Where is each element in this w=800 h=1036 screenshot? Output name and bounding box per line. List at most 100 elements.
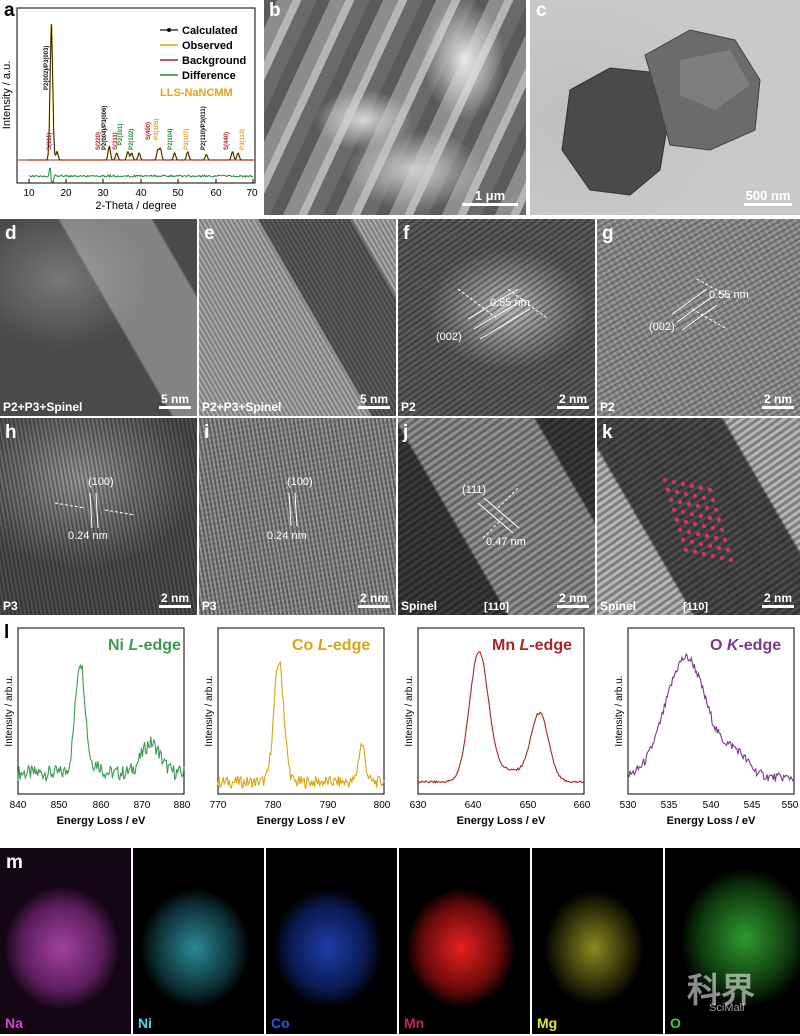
xrd-xtick-30: 30 [97,188,109,199]
eels-co-xtick: 800 [374,800,391,811]
hr-k-scale-label: 2 nm [763,591,792,605]
eels-mn: Mn L-edge Intensity / arb.u. 630 640 650… [404,627,591,827]
xrd-peak-label: P2(101) [118,124,124,145]
atom-marker [710,525,716,531]
atom-marker [674,517,680,523]
hr-d-scale: 5 nm [159,392,191,410]
atom-marker [710,553,716,559]
eds-label-o: O [670,1015,681,1031]
panel-letter-i: i [204,422,210,443]
eels-o-xtick: 530 [620,800,637,811]
xrd-chart: 10 20 30 40 50 60 70 2-Theta / degree In… [1,7,258,212]
xrd-peak-label: S(311) [113,132,119,150]
hr-i-plane: (100) [287,476,313,488]
eels-ni-xlabel: Energy Loss / eV [57,815,146,827]
eels-mn-xtick: 660 [574,800,591,811]
eds-map-o: O 科界 SciMall [665,848,800,1034]
atom-marker [713,507,719,513]
eels-o-ylabel: Intensity / arb.u. [614,675,625,746]
panel-letter-m: m [6,852,23,873]
atom-marker [698,541,704,547]
xrd-xtick-20: 20 [60,188,72,199]
hr-e-scale-label: 5 nm [359,392,388,406]
xrd-panel: a 10 20 30 40 50 60 70 2-Theta / degree … [0,0,262,215]
hr-e-caption: P2+P3+Spinel [202,400,282,414]
atom-marker [683,547,689,553]
eels-o: O K-edge Intensity / arb.u. 530 535 540 … [614,627,799,827]
xrd-xtick-10: 10 [23,188,35,199]
panel-letter-j: j [403,422,409,443]
panel-letter-a: a [4,0,15,21]
atom-marker [680,537,686,543]
eds-label-na: Na [5,1015,23,1031]
panel-letter-d: d [5,223,17,244]
hr-i-d-spacing: 0.24 nm [267,530,307,542]
xrd-xtick-60: 60 [210,188,222,199]
eels-o-xlabel: Energy Loss / eV [667,815,756,827]
hr-g-scale-label: 2 nm [763,392,792,406]
xrd-peak-label: P2(104) [168,129,174,150]
eds-label-ni: Ni [138,1015,152,1031]
panel-letter-g: g [602,223,614,244]
atom-marker [710,497,716,503]
hr-h-caption: P3 [3,599,18,613]
eels-co-xtick: 790 [320,800,337,811]
hr-d-caption: P2+P3+Spinel [3,400,83,414]
lattice-markers-f [457,288,549,340]
panel-letter-k: k [602,422,613,443]
atom-marker [680,509,686,515]
xrd-peak-label: P2(004)/P3(006) [102,106,108,150]
xrd-peak-label: P3(105) [154,119,160,140]
atom-marker [722,537,728,543]
atom-marker [701,523,707,529]
eels-mn-xlabel: Energy Loss / eV [457,815,546,827]
atom-marker [707,487,713,493]
xrd-xtick-40: 40 [135,188,147,199]
eels-co-ylabel: Intensity / arb.u. [204,675,215,746]
xrd-peak-label: P2(102) [129,129,135,150]
hr-i-scale: 2 nm [358,591,390,609]
atom-marker [698,485,704,491]
hrtem-h: h (100) 0.24 nm P3 2 nm [0,418,197,615]
hr-h-scale-label: 2 nm [160,591,189,605]
eels-ni-xtick: 840 [10,800,27,811]
eels-co-xtick: 770 [210,800,227,811]
sem-image: b 1 μm [264,0,526,215]
atom-marker [692,549,698,555]
atom-marker [704,505,710,511]
atom-marker [692,493,698,499]
xrd-peak-label: S(111) [47,133,53,150]
atom-marker [671,507,677,513]
hr-g-caption: P2 [600,400,615,414]
eds-map-mg: Mg [532,848,663,1034]
eels-co-curve [217,661,385,790]
atom-marker [668,497,674,503]
atom-marker [686,529,692,535]
atom-marker [680,481,686,487]
xrd-xtick-50: 50 [172,188,184,199]
eds-map-na: Na [0,848,131,1034]
panel-letter-e: e [204,223,215,244]
xrd-xtick-70: 70 [246,188,258,199]
hr-j-d-spacing: 0.47 nm [486,536,526,548]
hr-d-scale-label: 5 nm [160,392,189,406]
eels-co: Co L-edge Intensity / arb.u. 770 780 790… [204,627,391,827]
eels-ni: Ni L-edge Intensity / arb.u. 840 850 860… [4,627,191,827]
eds-label-mg: Mg [537,1015,558,1031]
hr-f-caption: P2 [401,400,416,414]
atom-marker [716,517,722,523]
atom-marker [689,511,695,517]
hr-h-plane: (100) [88,476,114,488]
atom-marker [704,533,710,539]
xrd-sample-name: LLS-NaNCMM [160,87,233,99]
xrd-xlabel: 2-Theta / degree [95,200,176,212]
hrtem-i: i (100) 0.24 nm P3 2 nm [199,418,396,615]
sem-scale-label: 1 μm [474,188,506,203]
atom-marker [677,527,683,533]
panel-letter-f: f [403,223,410,244]
atom-marker [665,487,671,493]
xrd-peak-label: P2(110)/P3(011) [201,106,207,150]
atom-marker [695,531,701,537]
atom-marker [719,527,725,533]
eels-mn-ylabel: Intensity / arb.u. [404,675,415,746]
